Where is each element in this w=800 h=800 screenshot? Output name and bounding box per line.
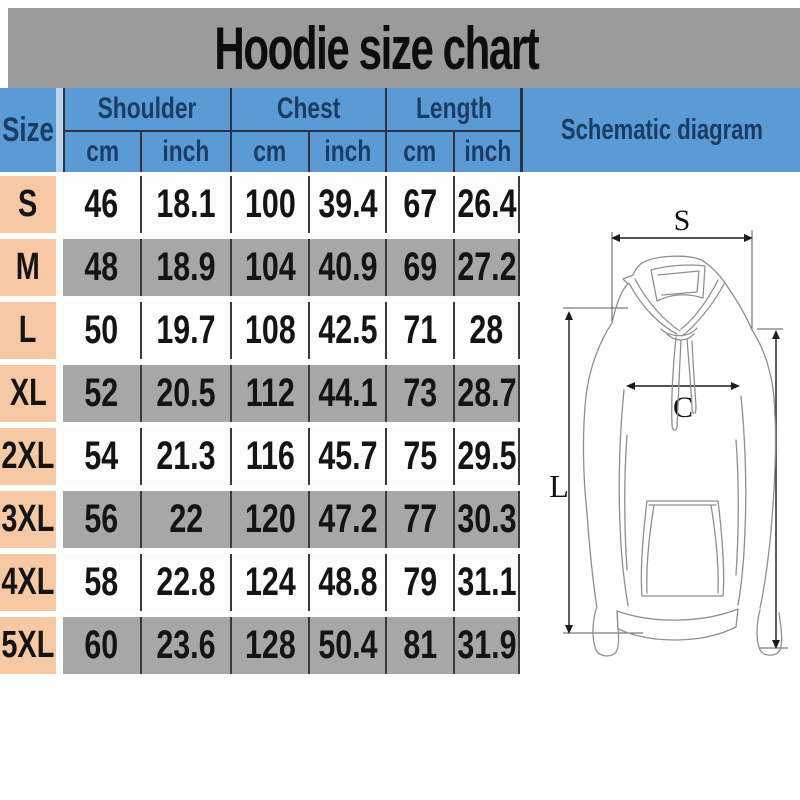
table-cell: 108	[230, 302, 308, 359]
right-length-arrow	[772, 330, 780, 649]
table-cell: 54	[63, 428, 140, 485]
size-label: 2XL	[0, 428, 56, 485]
size-label: XL	[0, 365, 56, 422]
table-cell: 50.4	[308, 617, 385, 674]
table-cell: 60	[63, 617, 140, 674]
size-label: 3XL	[0, 491, 56, 548]
table-cell: 104	[230, 239, 308, 296]
unit-header: inch	[308, 130, 385, 172]
table-cell: 71	[385, 302, 453, 359]
table-row: XL 52 20.5 112 44.1 73 28.7	[0, 365, 520, 422]
page-title: Hoodie size chart	[214, 14, 539, 82]
table-cell: 48.8	[308, 554, 385, 611]
table-cell: 29.5	[453, 428, 520, 485]
table-cell: 31.1	[453, 554, 520, 611]
unit-header: cm	[230, 130, 308, 172]
table-cell: 22.8	[140, 554, 230, 611]
table-row: 4XL 58 22.8 124 48.8 79 31.1	[0, 554, 520, 611]
table-cell: 28	[453, 302, 520, 359]
size-column-header: Size	[2, 110, 54, 149]
table-cell: 112	[230, 365, 308, 422]
table-cell: 31.9	[453, 617, 520, 674]
table-cell: 128	[230, 617, 308, 674]
hoodie-outline	[582, 255, 783, 657]
size-label: S	[0, 176, 56, 233]
row-spacer	[56, 176, 63, 233]
table-cell: 19.7	[140, 302, 230, 359]
table-cell: 116	[230, 428, 308, 485]
table-row: M 48 18.9 104 40.9 69 27.2	[0, 239, 520, 296]
table-cell: 73	[385, 365, 453, 422]
table-cell: 100	[230, 176, 308, 233]
row-spacer	[56, 617, 63, 674]
table-cell: 44.1	[308, 365, 385, 422]
size-label: 4XL	[0, 554, 56, 611]
table-cell: 22	[140, 491, 230, 548]
table-cell: 26.4	[453, 176, 520, 233]
unit-header: inch	[453, 130, 520, 172]
row-spacer	[56, 428, 63, 485]
table-header: Size Shoulder Chest Length cm inch cm in…	[0, 88, 800, 172]
row-spacer	[56, 554, 63, 611]
table-cell: 23.6	[140, 617, 230, 674]
table-cell: 75	[385, 428, 453, 485]
size-label: 5XL	[0, 617, 56, 674]
table-cell: 120	[230, 491, 308, 548]
header-spacer	[56, 88, 63, 172]
shoulder-arrow	[611, 234, 753, 242]
table-cell: 48	[63, 239, 140, 296]
table-row: 3XL 56 22 120 47.2 77 30.3	[0, 491, 520, 548]
table-cell: 39.4	[308, 176, 385, 233]
table-cell: 45.7	[308, 428, 385, 485]
unit-header: cm	[385, 130, 453, 172]
table-row: L 50 19.7 108 42.5 71 28	[0, 302, 520, 359]
size-table-body: S 46 18.1 100 39.4 67 26.4 M 48 18.9 104…	[0, 176, 520, 680]
table-cell: 47.2	[308, 491, 385, 548]
table-cell: 40.9	[308, 239, 385, 296]
chest-measure-label: C	[673, 391, 693, 424]
size-label: M	[0, 239, 56, 296]
table-cell: 18.1	[140, 176, 230, 233]
table-cell: 28.7	[453, 365, 520, 422]
row-spacer	[56, 302, 63, 359]
shoulder-group-header: Shoulder	[63, 88, 230, 130]
row-spacer	[56, 239, 63, 296]
length-arrow	[565, 311, 573, 634]
table-row: 5XL 60 23.6 128 50.4 81 31.9	[0, 617, 520, 674]
chest-arrow	[626, 382, 740, 390]
table-cell: 58	[63, 554, 140, 611]
shoulder-measure-label: S	[674, 204, 691, 237]
table-row: 2XL 54 21.3 116 45.7 75 29.5	[0, 428, 520, 485]
schematic-header: Schematic diagram	[520, 88, 800, 172]
table-cell: 18.9	[140, 239, 230, 296]
title-band: Hoodie size chart	[8, 8, 800, 88]
table-cell: 42.5	[308, 302, 385, 359]
table-cell: 81	[385, 617, 453, 674]
row-spacer	[56, 491, 63, 548]
chest-group-header: Chest	[230, 88, 385, 130]
table-cell: 77	[385, 491, 453, 548]
table-cell: 67	[385, 176, 453, 233]
table-cell: 79	[385, 554, 453, 611]
length-group-header: Length	[385, 88, 520, 130]
measure-extension-lines	[563, 230, 788, 649]
table-cell: 69	[385, 239, 453, 296]
table-cell: 27.2	[453, 239, 520, 296]
unit-header: inch	[140, 130, 230, 172]
table-cell: 30.3	[453, 491, 520, 548]
unit-header: cm	[63, 130, 140, 172]
table-cell: 56	[63, 491, 140, 548]
table-row: S 46 18.1 100 39.4 67 26.4	[0, 176, 520, 233]
table-cell: 52	[63, 365, 140, 422]
hoodie-schematic-illustration: S C L	[549, 204, 788, 657]
table-cell: 124	[230, 554, 308, 611]
table-cell: 20.5	[140, 365, 230, 422]
row-spacer	[56, 365, 63, 422]
table-cell: 21.3	[140, 428, 230, 485]
table-cell: 46	[63, 176, 140, 233]
length-measure-label: L	[549, 468, 569, 504]
table-cell: 50	[63, 302, 140, 359]
size-label: L	[0, 302, 56, 359]
